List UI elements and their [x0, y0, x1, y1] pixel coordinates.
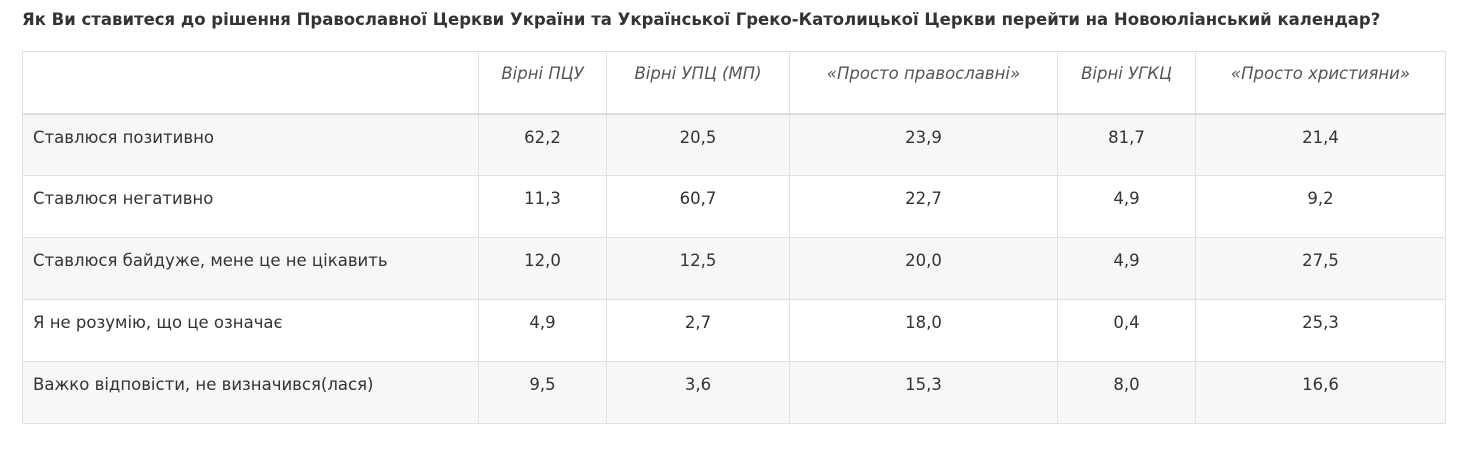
cell: 4,9 — [1057, 175, 1196, 238]
cell: 0,4 — [1057, 299, 1196, 362]
table-row: Ставлюся позитивно 62,2 20,5 23,9 81,7 21,4 — [22, 113, 1446, 176]
cell: 21,4 — [1195, 113, 1446, 176]
header-row: Вірні ПЦУ Вірні УПЦ (МП) «Просто православ… — [22, 51, 1446, 115]
cell: 27,5 — [1195, 237, 1446, 300]
cell: 23,9 — [789, 113, 1058, 176]
cell: 81,7 — [1057, 113, 1196, 176]
header-cell: Вірні УГКЦ — [1057, 51, 1196, 115]
cell: 8,0 — [1057, 361, 1196, 424]
cell: 18,0 — [789, 299, 1058, 362]
cell: 9,5 — [478, 361, 607, 424]
header-cell: «Просто християни» — [1195, 51, 1446, 115]
row-label: Ставлюся байдуже, мене це не цікавить — [22, 237, 479, 300]
cell: 11,3 — [478, 175, 607, 238]
title: Як Ви ставитеся до рішення Православної … — [22, 10, 1381, 29]
cell: 4,9 — [1057, 237, 1196, 300]
cell: 15,3 — [789, 361, 1058, 424]
cell: 3,6 — [606, 361, 790, 424]
table-row: Я не розумію, що це означає 4,9 2,7 18,0 0,4… — [22, 299, 1446, 362]
cell: 20,5 — [606, 113, 790, 176]
row-label: Важко відповісти, не визначився(лася) — [22, 361, 479, 424]
cell: 16,6 — [1195, 361, 1446, 424]
header-cell: «Просто православні» — [789, 51, 1058, 115]
row-label: Ставлюся позитивно — [22, 113, 479, 176]
table-body: Ставлюся позитивно 62,2 20,5 23,9 81,7 21,4 Ст… — [22, 113, 1446, 424]
cell: 22,7 — [789, 175, 1058, 238]
cell: 4,9 — [478, 299, 607, 362]
cell: 60,7 — [606, 175, 790, 238]
cell: 25,3 — [1195, 299, 1446, 362]
table-row: Ставлюся негативно 11,3 60,7 22,7 4,9 9,2 — [22, 175, 1446, 238]
header-cell: Вірні ПЦУ — [478, 51, 607, 115]
cell: 9,2 — [1195, 175, 1446, 238]
cell: 12,0 — [478, 237, 607, 300]
header-cell — [22, 51, 479, 115]
header-cell: Вірні УПЦ (МП) — [606, 51, 790, 115]
row-label: Ставлюся негативно — [22, 175, 479, 238]
row-label: Я не розумію, що це означає — [22, 299, 479, 362]
table: Вірні ПЦУ Вірні УПЦ (МП) «Просто православ… — [22, 51, 1446, 424]
cell: 20,0 — [789, 237, 1058, 300]
table-row: Ставлюся байдуже, мене це не цікавить 12,… — [22, 237, 1446, 300]
table-row: Важко відповісти, не визначився(лася) 9,5… — [22, 361, 1446, 424]
cell: 62,2 — [478, 113, 607, 176]
cell: 2,7 — [606, 299, 790, 362]
cell: 12,5 — [606, 237, 790, 300]
